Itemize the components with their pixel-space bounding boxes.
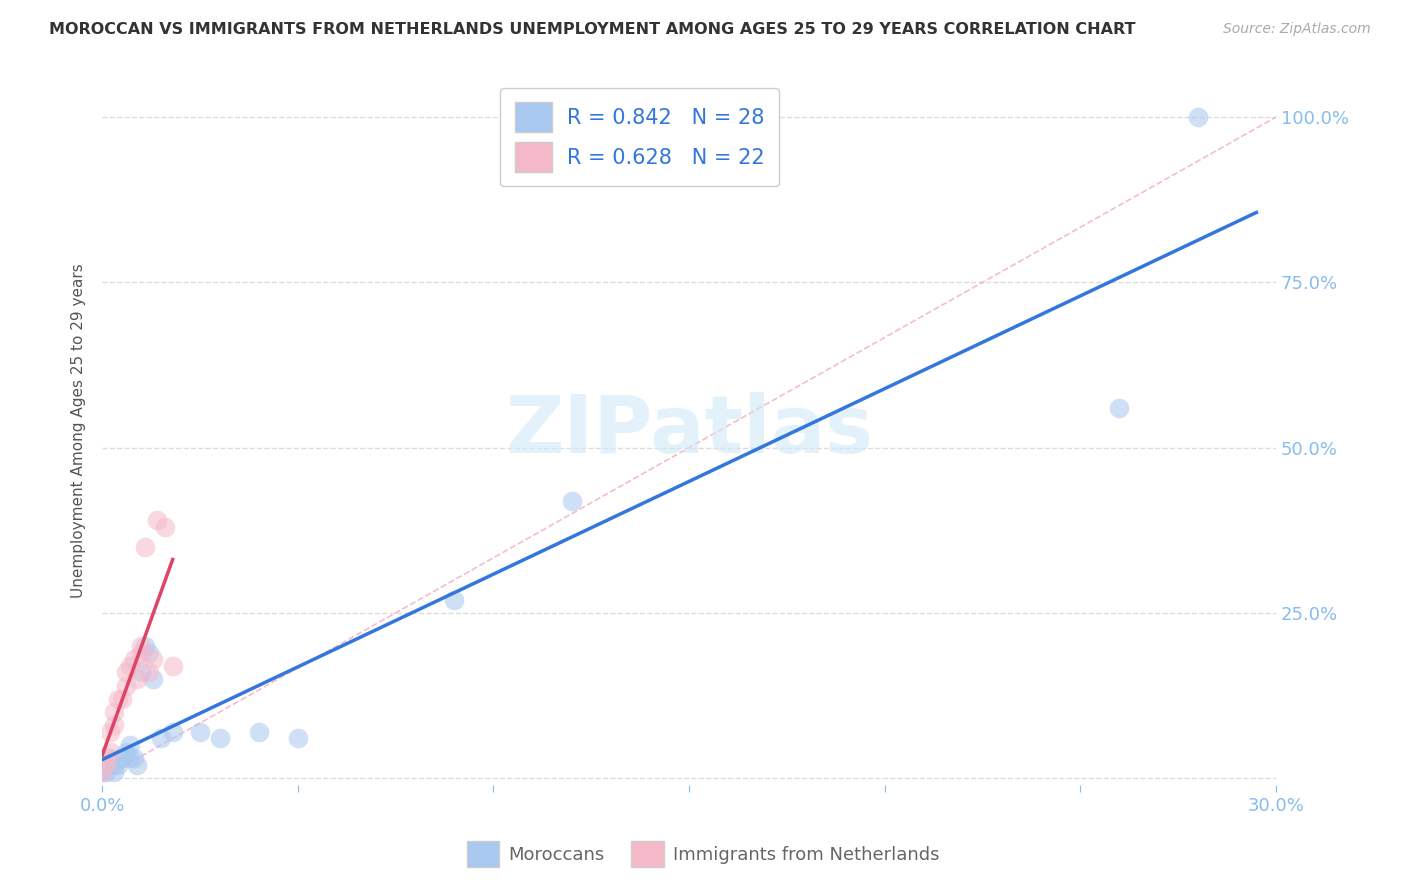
Point [162, 658, 184, 673]
Point [131, 639, 153, 653]
Y-axis label: Unemployment Among Ages 25 to 29 years: Unemployment Among Ages 25 to 29 years [72, 264, 86, 599]
Point [114, 679, 136, 693]
Point [122, 751, 145, 765]
Point [94, 764, 117, 779]
Point [114, 665, 136, 680]
Point [94, 751, 117, 765]
Point [134, 540, 156, 554]
Point [561, 493, 583, 508]
Point [94, 758, 117, 772]
Point [138, 665, 160, 680]
Point [247, 724, 270, 739]
Point [122, 652, 145, 666]
Point [98, 751, 121, 765]
Point [127, 672, 149, 686]
Legend: Moroccans, Immigrants from Netherlands: Moroccans, Immigrants from Netherlands [460, 834, 946, 874]
Point [114, 745, 136, 759]
Point [138, 646, 160, 660]
Point [127, 758, 149, 772]
Point [111, 691, 134, 706]
Point [91, 764, 114, 779]
Point [103, 718, 125, 732]
Legend: R = 0.842   N = 28, R = 0.628   N = 22: R = 0.842 N = 28, R = 0.628 N = 22 [501, 87, 779, 186]
Point [142, 652, 165, 666]
Point [287, 731, 309, 746]
Point [98, 758, 121, 772]
Point [118, 751, 141, 765]
Point [131, 665, 153, 680]
Text: Source: ZipAtlas.com: Source: ZipAtlas.com [1223, 22, 1371, 37]
Point [118, 738, 141, 752]
Point [1108, 401, 1130, 415]
Point [1187, 110, 1209, 124]
Point [98, 745, 121, 759]
Point [103, 764, 125, 779]
Point [134, 639, 156, 653]
Point [149, 731, 172, 746]
Point [118, 658, 141, 673]
Text: MOROCCAN VS IMMIGRANTS FROM NETHERLANDS UNEMPLOYMENT AMONG AGES 25 TO 29 YEARS C: MOROCCAN VS IMMIGRANTS FROM NETHERLANDS … [49, 22, 1136, 37]
Point [107, 758, 129, 772]
Point [94, 758, 117, 772]
Point [142, 672, 165, 686]
Point [107, 691, 129, 706]
Point [91, 764, 114, 779]
Point [162, 724, 184, 739]
Point [103, 758, 125, 772]
Point [153, 520, 176, 534]
Point [131, 646, 153, 660]
Point [443, 592, 465, 607]
Point [103, 705, 125, 719]
Point [111, 751, 134, 765]
Point [208, 731, 231, 746]
Point [188, 724, 211, 739]
Text: ZIPatlas: ZIPatlas [505, 392, 873, 470]
Point [146, 513, 169, 527]
Point [98, 724, 121, 739]
